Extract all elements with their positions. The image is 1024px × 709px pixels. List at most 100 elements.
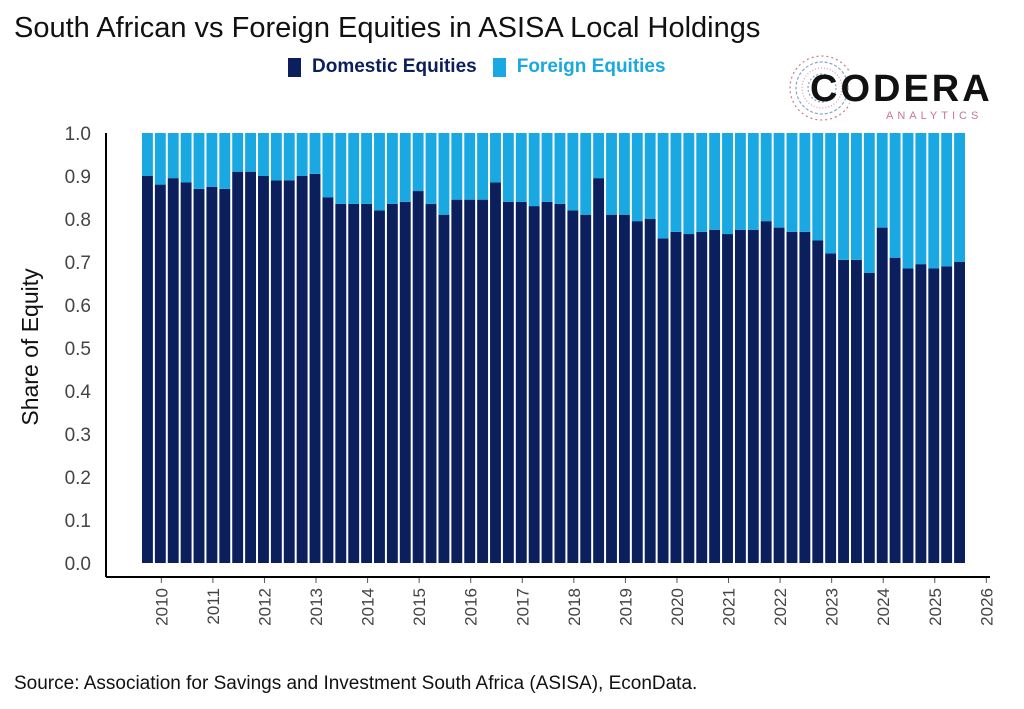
bar-foreign xyxy=(154,133,166,185)
bar-foreign xyxy=(335,133,347,204)
bar-domestic xyxy=(477,199,489,563)
bar-foreign xyxy=(258,133,269,176)
x-tick-label: 2024 xyxy=(874,588,893,626)
x-tick-label: 2011 xyxy=(204,588,223,625)
bar-domestic xyxy=(322,197,334,563)
bar-foreign xyxy=(786,133,798,232)
bar-domestic xyxy=(399,201,411,564)
bar-foreign xyxy=(348,133,360,204)
logo-tagline: ANALYTICS xyxy=(886,110,983,122)
x-tick-label: 2016 xyxy=(462,588,481,626)
bar-domestic xyxy=(850,259,862,563)
bar-domestic xyxy=(709,229,721,563)
bar-foreign xyxy=(812,133,824,241)
x-tick-label: 2013 xyxy=(307,588,326,626)
bar-domestic xyxy=(348,203,360,563)
x-tick-label: 2017 xyxy=(513,588,532,626)
source-note: Source: Association for Savings and Inve… xyxy=(14,673,698,694)
x-tick-label: 2021 xyxy=(720,588,739,626)
bar-domestic xyxy=(438,214,450,563)
bar-domestic xyxy=(386,203,398,563)
bar-domestic xyxy=(915,264,927,563)
bar-foreign xyxy=(386,133,398,204)
bar-foreign xyxy=(889,133,901,258)
bar-foreign xyxy=(193,133,205,189)
bar-domestic xyxy=(451,199,463,563)
bar-foreign xyxy=(438,133,450,215)
bar-foreign xyxy=(670,133,682,232)
bar-domestic xyxy=(902,268,914,563)
bar-domestic xyxy=(193,188,205,563)
bar-foreign xyxy=(902,133,914,269)
bar-domestic xyxy=(490,182,501,563)
x-tick-label: 2019 xyxy=(616,588,635,626)
bar-foreign xyxy=(734,133,746,230)
bar-foreign xyxy=(863,133,875,273)
bar-foreign xyxy=(399,133,411,202)
x-tick-label: 2023 xyxy=(823,588,842,626)
bar-domestic xyxy=(657,238,669,563)
bar-foreign xyxy=(374,133,385,211)
bar-foreign xyxy=(502,133,514,202)
y-tick-label: 0.5 xyxy=(65,339,91,360)
bar-domestic xyxy=(309,173,321,563)
bar-domestic xyxy=(812,240,824,563)
bar-domestic xyxy=(863,272,875,563)
bar-foreign xyxy=(490,133,501,183)
bar-foreign xyxy=(593,133,605,179)
bar-domestic xyxy=(361,203,373,563)
x-tick-label: 2020 xyxy=(668,588,687,626)
bar-domestic xyxy=(206,186,218,563)
bar-domestic xyxy=(734,229,746,563)
bar-foreign xyxy=(219,133,231,189)
bar-domestic xyxy=(258,176,269,563)
bar-domestic xyxy=(374,210,385,563)
bar-foreign xyxy=(954,133,965,262)
x-tick-label: 2026 xyxy=(977,588,996,626)
legend-swatch-domestic xyxy=(288,57,301,77)
bar-foreign xyxy=(206,133,218,187)
chart-legend: Domestic Equities Foreign Equities xyxy=(288,56,682,78)
bar-foreign xyxy=(773,133,785,228)
bar-foreign xyxy=(283,133,295,181)
bar-domestic xyxy=(412,191,424,564)
bar-foreign xyxy=(451,133,463,200)
bar-foreign xyxy=(245,133,257,172)
legend-label-domestic: Domestic Equities xyxy=(312,56,477,77)
bar-foreign xyxy=(554,133,566,204)
bar-foreign xyxy=(722,133,733,235)
bar-domestic xyxy=(270,180,282,564)
bar-domestic xyxy=(889,257,901,563)
bar-domestic xyxy=(464,199,476,563)
bar-domestic xyxy=(618,214,630,563)
bar-foreign xyxy=(322,133,334,198)
y-tick-label: 0.2 xyxy=(65,468,91,489)
bar-foreign xyxy=(825,133,837,254)
y-tick-label: 0.8 xyxy=(65,210,91,231)
x-tick-label: 2018 xyxy=(565,588,584,626)
bar-foreign xyxy=(412,133,424,192)
bar-foreign xyxy=(477,133,489,200)
bar-foreign xyxy=(425,133,437,204)
x-tick-label: 2010 xyxy=(152,588,171,626)
bar-foreign xyxy=(618,133,630,215)
bar-domestic xyxy=(670,231,682,563)
bar-foreign xyxy=(644,133,656,219)
bar-foreign xyxy=(580,133,592,215)
bar-domestic xyxy=(425,203,437,563)
chart-title: South African vs Foreign Equities in ASI… xyxy=(14,12,761,44)
bar-foreign xyxy=(180,133,192,183)
bar-foreign xyxy=(760,133,772,222)
y-axis-label: Share of Equity xyxy=(17,268,43,426)
logo-wordmark: CODERA xyxy=(810,68,993,110)
bar-foreign xyxy=(167,133,179,179)
bar-foreign xyxy=(296,133,308,176)
bar-domestic xyxy=(786,231,798,563)
bar-domestic xyxy=(180,182,192,563)
bar-foreign xyxy=(850,133,862,260)
logo-swirl-icon xyxy=(789,55,850,121)
legend-swatch-foreign xyxy=(492,57,506,77)
bar-foreign xyxy=(876,133,888,228)
bar-foreign xyxy=(232,133,244,172)
